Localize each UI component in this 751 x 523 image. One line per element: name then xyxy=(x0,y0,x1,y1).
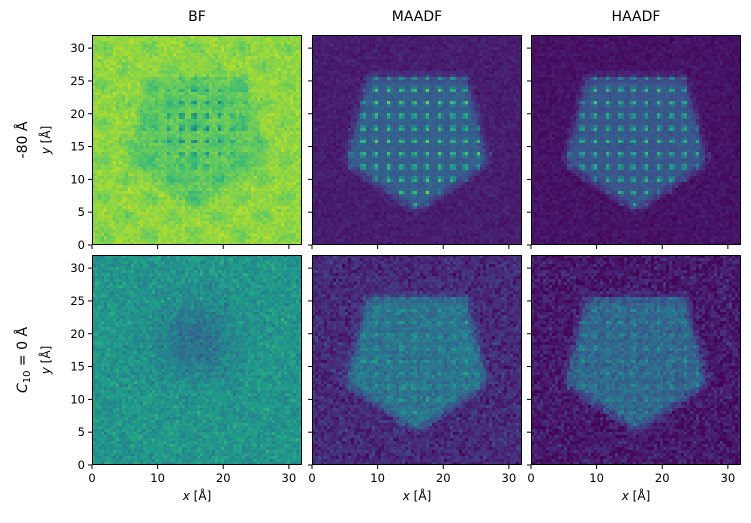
x-tick-label: 30 xyxy=(721,471,736,485)
heatmap-image xyxy=(312,35,522,245)
heatmap-image xyxy=(92,255,302,465)
y-tick-label: 30 xyxy=(70,261,85,275)
x-tick-label: 10 xyxy=(370,471,385,485)
column-title-bf: BF xyxy=(188,9,206,25)
axes-frame xyxy=(92,255,302,465)
axes-frame xyxy=(312,35,522,245)
column-title-maadf: MAADF xyxy=(392,9,442,25)
x-axis-label: x [Å] xyxy=(621,488,651,503)
labels: BF MAADF HAADF -80 Å y [Å] C10 = 0 Å y [Å] xyxy=(14,9,660,393)
column-title-haadf: HAADF xyxy=(612,9,661,25)
panel-bf-row1: 0 5 10 15 20 25 30 xyxy=(70,35,302,252)
x-axis-label: x [Å] xyxy=(182,488,212,503)
x-axis-label: x [Å] xyxy=(402,488,432,503)
y-tick-label: 10 xyxy=(70,392,85,406)
panel-haadf-row2: 0 10 20 30 x [Å] xyxy=(527,255,741,503)
x-tick-label: 20 xyxy=(436,471,451,485)
y-tick-label: 0 xyxy=(78,238,85,252)
heatmap-image xyxy=(92,35,302,245)
axes-frame xyxy=(92,35,302,245)
x-tick-label: 30 xyxy=(282,471,297,485)
y-tick-label: 25 xyxy=(70,74,85,88)
row-label-1: -80 Å xyxy=(14,121,31,158)
heatmap-image xyxy=(312,255,522,465)
y-tick-label: 5 xyxy=(78,205,85,219)
x-tick-label: 20 xyxy=(216,471,231,485)
y-tick-label: 15 xyxy=(70,140,85,154)
x-tick-label: 30 xyxy=(502,471,517,485)
panel-maadf-row1 xyxy=(308,35,522,249)
y-tick-label: 5 xyxy=(78,425,85,439)
y-tick-label: 0 xyxy=(78,458,85,472)
y-tick-label: 15 xyxy=(70,360,85,374)
y-axis-label: y [Å] xyxy=(38,126,53,156)
heatmap-image xyxy=(531,255,741,465)
panel-maadf-row2: 0 10 20 30 x [Å] xyxy=(308,255,522,503)
panel-haadf-row1 xyxy=(527,35,741,249)
x-tick-label: 0 xyxy=(527,471,534,485)
x-tick-label: 0 xyxy=(308,471,315,485)
axes-frame xyxy=(312,255,522,465)
axes-frame xyxy=(531,35,741,245)
x-tick-label: 20 xyxy=(655,471,670,485)
y-tick-label: 20 xyxy=(70,107,85,121)
x-tick-label: 0 xyxy=(88,471,95,485)
y-axis-label: y [Å] xyxy=(38,346,53,376)
heatmap-image xyxy=(531,35,741,245)
y-tick-label: 30 xyxy=(70,41,85,55)
y-tick-label: 10 xyxy=(70,172,85,186)
x-tick-label: 10 xyxy=(589,471,604,485)
panels: 0 5 10 15 20 25 30 0 10 20 30 0 5 10 15 20 25 30 x [Å] 0 10 2… xyxy=(70,35,741,503)
y-tick-label: 20 xyxy=(70,327,85,341)
y-tick-label: 25 xyxy=(70,294,85,308)
x-tick-label: 10 xyxy=(150,471,165,485)
axes-frame xyxy=(531,255,741,465)
panel-bf-row2: 0 10 20 30 0 5 10 15 20 25 30 x [Å] xyxy=(70,255,302,503)
row-label-2: C10 = 0 Å xyxy=(14,327,33,394)
